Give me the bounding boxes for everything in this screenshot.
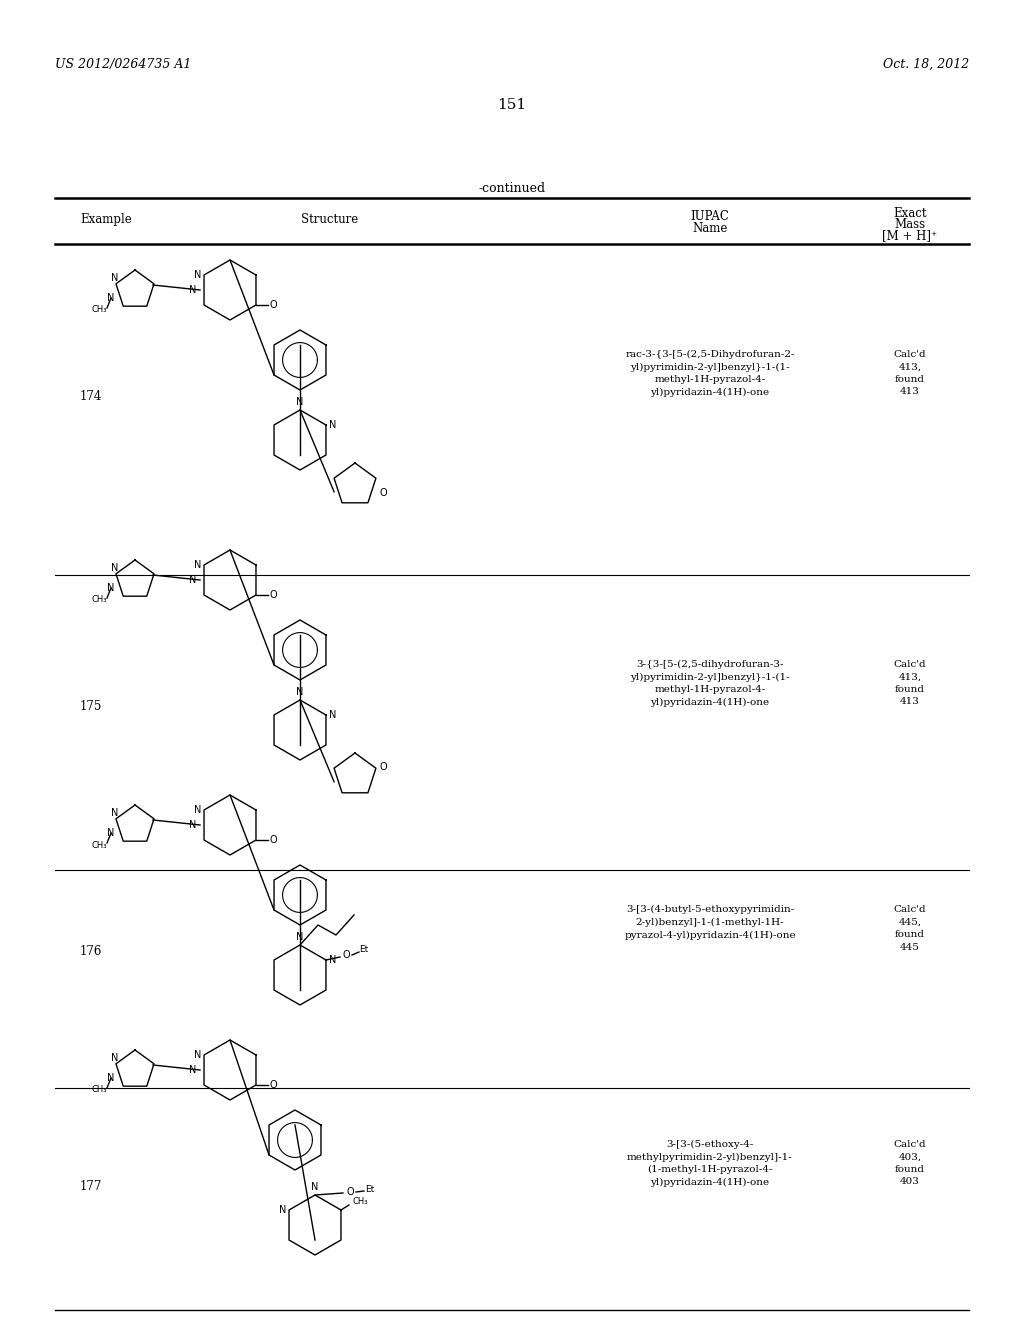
Text: N: N [188,285,196,294]
Text: CH₃: CH₃ [91,595,106,605]
Text: Et: Et [366,1185,375,1195]
Text: N: N [329,420,336,430]
Text: IUPAC: IUPAC [690,210,729,223]
Text: N: N [112,273,119,282]
Text: N: N [296,932,304,942]
Text: 177: 177 [80,1180,102,1193]
Text: Calc'd
445,
found
445: Calc'd 445, found 445 [894,906,927,952]
Text: O: O [379,488,387,498]
Text: Calc'd
413,
found
413: Calc'd 413, found 413 [894,350,927,396]
Text: O: O [270,590,278,601]
Text: 3-[3-(5-ethoxy-4-
methylpyrimidin-2-yl)benzyl]-1-
(1-methyl-1H-pyrazol-4-
yl)pyr: 3-[3-(5-ethoxy-4- methylpyrimidin-2-yl)b… [627,1140,793,1187]
Text: 175: 175 [80,700,102,713]
Text: N: N [188,576,196,585]
Text: N: N [108,1073,115,1082]
Text: N: N [194,271,201,280]
Text: CH₃: CH₃ [91,841,106,850]
Text: -continued: -continued [478,182,546,195]
Text: [M + H]⁺: [M + H]⁺ [883,228,938,242]
Text: N: N [188,1065,196,1074]
Text: CH₃: CH₃ [91,1085,106,1094]
Text: O: O [270,300,278,310]
Text: Example: Example [80,213,132,226]
Text: N: N [108,293,115,304]
Text: O: O [379,762,387,772]
Text: O: O [270,836,278,845]
Text: N: N [194,805,201,814]
Text: 3-{3-[5-(2,5-dihydrofuran-3-
yl)pyrimidin-2-yl]benzyl}-1-(1-
methyl-1H-pyrazol-4: 3-{3-[5-(2,5-dihydrofuran-3- yl)pyrimidi… [630,660,790,708]
Text: N: N [188,820,196,830]
Text: Calc'd
413,
found
413: Calc'd 413, found 413 [894,660,927,706]
Text: N: N [108,828,115,838]
Text: N: N [296,397,304,407]
Text: Oct. 18, 2012: Oct. 18, 2012 [883,58,969,71]
Text: N: N [194,1049,201,1060]
Text: Et: Et [359,945,369,954]
Text: N: N [279,1205,286,1214]
Text: N: N [296,686,304,697]
Text: rac-3-{3-[5-(2,5-Dihydrofuran-2-
yl)pyrimidin-2-yl]benzyl}-1-(1-
methyl-1H-pyraz: rac-3-{3-[5-(2,5-Dihydrofuran-2- yl)pyri… [626,350,795,397]
Text: Structure: Structure [301,213,358,226]
Text: Mass: Mass [894,218,926,231]
Text: N: N [108,583,115,593]
Text: N: N [112,1053,119,1063]
Text: 151: 151 [498,98,526,112]
Text: Exact: Exact [893,207,927,220]
Text: N: N [329,954,336,965]
Text: O: O [342,950,350,960]
Text: N: N [112,808,119,818]
Text: N: N [329,710,336,719]
Text: O: O [346,1187,354,1197]
Text: 176: 176 [80,945,102,958]
Text: CH₃: CH₃ [91,305,106,314]
Text: N: N [112,564,119,573]
Text: 3-[3-(4-butyl-5-ethoxypyrimidin-
2-yl)benzyl]-1-(1-methyl-1H-
pyrazol-4-yl)pyrid: 3-[3-(4-butyl-5-ethoxypyrimidin- 2-yl)be… [625,906,796,940]
Text: O: O [270,1080,278,1090]
Text: US 2012/0264735 A1: US 2012/0264735 A1 [55,58,191,71]
Text: CH₃: CH₃ [353,1197,369,1206]
Text: 174: 174 [80,389,102,403]
Text: N: N [311,1181,318,1192]
Text: N: N [194,560,201,570]
Text: Name: Name [692,222,728,235]
Text: Calc'd
403,
found
403: Calc'd 403, found 403 [894,1140,927,1187]
